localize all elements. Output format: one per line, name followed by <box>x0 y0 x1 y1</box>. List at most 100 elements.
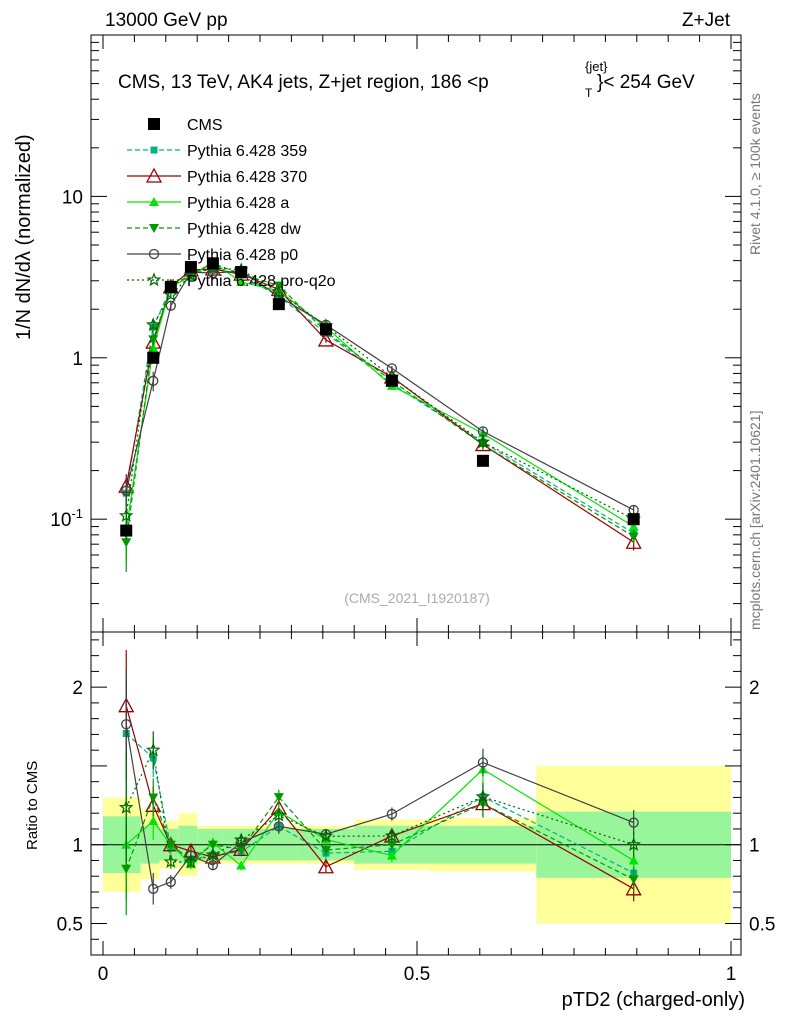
series-point-pq2o <box>475 434 491 449</box>
series-point-pp0 <box>165 300 176 311</box>
ratio-point-pp0 <box>386 808 398 820</box>
plot-title-sub: T <box>585 86 593 100</box>
legend-marker-pa <box>149 197 159 206</box>
ratio-point-p370 <box>317 858 335 874</box>
ratio-tick-label: 0.5 <box>749 914 775 935</box>
series-point-pq2o <box>183 267 199 282</box>
ratio-point-p370 <box>625 880 642 896</box>
ratio-tick-label: 1 <box>72 836 83 857</box>
ratio-point-pq2o <box>163 854 179 869</box>
ratio-point-pp0 <box>121 719 132 730</box>
series-point-pdw <box>148 335 159 345</box>
legend: CMS Pythia 6.428 359 Pythia 6.428 370 Pythi… <box>127 117 336 290</box>
ratio-line-pdw <box>125 795 634 880</box>
header-right: Z+Jet <box>682 10 731 31</box>
y-axis-label-text: 1/N dN/dλ (normalized) <box>13 134 35 340</box>
legend-label-p359: Pythia 6.428 359 <box>187 143 307 160</box>
ratio-point-pa <box>386 850 397 860</box>
legend-label-cms: CMS <box>187 117 223 134</box>
y-tick-label: 1 <box>72 349 83 370</box>
ratio-point-pdw <box>121 864 132 874</box>
ratio-point-pdw <box>165 840 176 850</box>
series-point-pdw <box>628 532 639 542</box>
legend-marker-pp0 <box>148 248 160 260</box>
ratio-point-pp0 <box>165 876 176 888</box>
ratio-point-pp0 <box>207 860 219 871</box>
series-point-p370 <box>474 436 492 452</box>
series-line-pdw <box>125 262 635 543</box>
mcplots-label: mcplots.cern.ch [arXiv:2401.10621] <box>747 411 763 630</box>
ratio-tick-label: 2 <box>749 678 760 699</box>
cms-data-point <box>120 524 133 537</box>
series-point-pdw <box>121 538 132 548</box>
cms-data-point <box>272 298 285 311</box>
y-tick-label: 10-1 <box>50 506 83 531</box>
legend-label-pa: Pythia 6.428 a <box>187 195 289 212</box>
ratio-point-pp0 <box>148 883 159 894</box>
ratio-point-pdw <box>273 793 284 803</box>
series-point-pq2o <box>271 284 287 299</box>
header-left: 13000 GeV pp <box>105 10 228 31</box>
ratio-point-pa <box>148 816 159 826</box>
series-point-pa <box>148 342 159 352</box>
legend-label-pq2o: Pythia 6.428 pro-q2o <box>187 273 336 290</box>
cms-data-point <box>235 266 248 279</box>
ratio-point-pq2o <box>271 807 287 822</box>
cms-data-point <box>627 513 640 526</box>
analysis-watermark: (CMS_2021_I1920187) <box>344 590 490 606</box>
series-point-pp0 <box>148 375 159 386</box>
series-point-pa <box>236 276 247 286</box>
ratio-point-pdw <box>320 845 331 855</box>
rivet-label: Rivet 4.1.0, ≥ 100k events <box>747 93 763 255</box>
x-tick-label: 0 <box>98 964 109 985</box>
ratio-point-pq2o <box>145 742 161 757</box>
cms-data-point <box>319 323 332 336</box>
cms-data-point <box>164 280 177 293</box>
ratio-point-pdw <box>386 840 397 850</box>
ratio-point-pq2o <box>118 799 134 814</box>
plot-title-main: CMS, 13 TeV, AK4 jets, Z+jet region, 186… <box>118 72 489 93</box>
ratio-frame <box>90 631 742 956</box>
y-axis-label: 1/N dN/dλ (normalized) <box>13 134 35 340</box>
ratio-tick-label: 0.5 <box>57 914 83 935</box>
ratio-point-pa <box>628 855 639 865</box>
cms-data-point <box>184 261 197 274</box>
ratio-point-pq2o <box>205 847 221 862</box>
x-tick-label: 0.5 <box>404 964 430 985</box>
ratio-point-pq2o <box>626 837 641 851</box>
series-point-p370 <box>625 533 642 549</box>
cms-data-point <box>385 374 398 387</box>
ratio-point-pq2o <box>475 789 491 803</box>
legend-label-p370: Pythia 6.428 370 <box>187 169 307 186</box>
ratio-point-pa <box>236 860 247 870</box>
series-point-p370 <box>317 331 335 347</box>
legend-label-pdw: Pythia 6.428 dw <box>187 221 301 238</box>
series-point-pp0 <box>121 485 132 496</box>
ratio-point-pdw <box>148 793 159 803</box>
plot-title-sup: {jet} <box>585 59 608 74</box>
legend-marker-pq2o <box>146 272 162 287</box>
ratio-axis-label: Ratio to CMS <box>24 761 41 850</box>
x-tick-label: 1 <box>726 964 737 985</box>
cms-data-point <box>206 257 219 270</box>
cms-data-point <box>147 351 160 364</box>
legend-marker-cms <box>148 118 160 130</box>
ratio-point-pq2o <box>233 832 249 847</box>
x-axis-label: pTD2 (charged-only) <box>562 989 745 1011</box>
legend-marker-p370 <box>145 167 163 183</box>
series-line-pp0 <box>125 270 634 511</box>
ratio-point-pq2o <box>318 828 334 843</box>
series-line-pq2o <box>125 267 634 520</box>
legend-label-pp0: Pythia 6.428 p0 <box>187 247 298 264</box>
series-line-p370 <box>125 268 635 543</box>
y-tick-label: 10 <box>62 187 83 208</box>
ratio-point-pdw <box>236 845 247 855</box>
ratio-point-pp0 <box>477 757 489 768</box>
ratio-point-pdw <box>207 840 218 850</box>
ratio-point-pdw <box>628 875 639 885</box>
ratio-tick-label: 1 <box>749 836 760 857</box>
series-point-pq2o <box>145 317 161 332</box>
plot-title-end: }< 254 GeV <box>597 72 695 93</box>
series-point-pp0 <box>386 363 398 374</box>
series-point-pq2o <box>118 508 134 522</box>
